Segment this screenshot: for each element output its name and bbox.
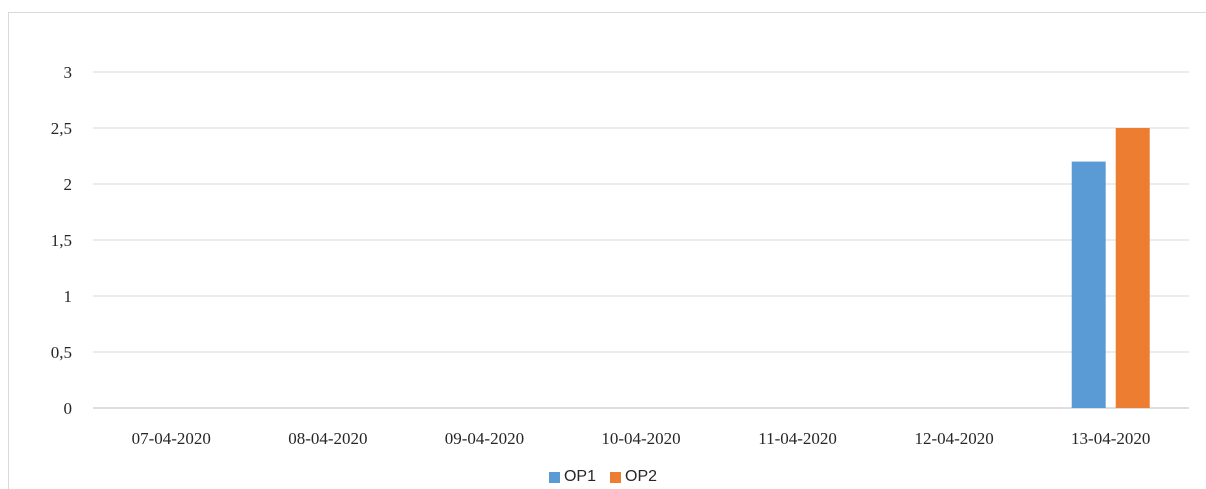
y-tick-label: 1 (64, 287, 73, 306)
y-tick-label: 0,5 (51, 343, 72, 362)
legend: OP1 OP2 (0, 466, 1206, 488)
x-tick-label: 07-04-2020 (132, 429, 211, 448)
chart-frame (8, 12, 1206, 489)
x-tick-label: 12-04-2020 (914, 429, 993, 448)
legend-swatch-op1 (548, 471, 560, 483)
legend-label-op1: OP1 (563, 468, 596, 485)
y-tick-label: 2,5 (51, 119, 72, 138)
bar-op2-13-04-2020 (1115, 128, 1150, 408)
y-tick-label: 0 (64, 399, 73, 418)
x-tick-labels: 07-04-2020 08-04-2020 09-04-2020 10-04-2020… (132, 429, 1151, 448)
x-tick-label: 13-04-2020 (1071, 429, 1150, 448)
x-tick-label: 10-04-2020 (601, 429, 680, 448)
y-tick-label: 2 (64, 175, 73, 194)
y-tick-labels: 0 0,5 1 1,5 2 2,5 3 (51, 63, 72, 418)
x-tick-label: 09-04-2020 (445, 429, 524, 448)
bars (1071, 128, 1150, 408)
y-tick-label: 3 (64, 63, 73, 82)
legend-item-op2: OP2 (610, 468, 657, 486)
legend-label-op2: OP2 (625, 468, 658, 485)
bar-op1-13-04-2020 (1071, 161, 1106, 408)
legend-swatch-op2 (610, 471, 621, 483)
x-tick-label: 11-04-2020 (758, 429, 837, 448)
gridlines (93, 71, 1189, 353)
x-tick-label: 08-04-2020 (288, 429, 367, 448)
y-tick-label: 1,5 (51, 231, 72, 250)
legend-item-op1: OP1 (548, 468, 596, 486)
